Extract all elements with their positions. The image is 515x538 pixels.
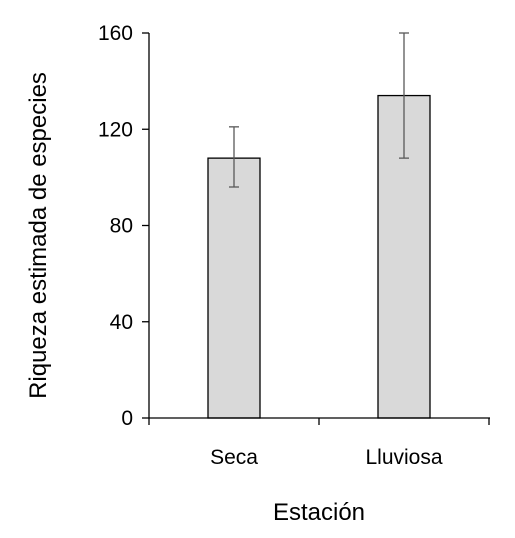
axes-group xyxy=(148,33,490,419)
x-category-label: Seca xyxy=(210,446,258,469)
y-tick-label: 120 xyxy=(98,118,133,141)
bar-seca xyxy=(207,157,261,419)
y-axis-title: Riqueza estimada de especies xyxy=(25,72,52,399)
x-axis-title: Estación xyxy=(273,499,365,526)
error-bar-seca xyxy=(229,126,239,188)
y-tick-label: 160 xyxy=(98,22,133,45)
y-tick-label: 40 xyxy=(110,311,133,334)
error-bar-lluviosa xyxy=(399,32,409,159)
bars-group xyxy=(207,94,431,419)
x-categories-group: Seca Lluviosa xyxy=(148,418,490,469)
y-ticks-group: 0 40 80 120 160 xyxy=(98,22,149,430)
x-category-label: Lluviosa xyxy=(365,446,442,469)
error-bars-group xyxy=(229,32,409,188)
y-tick-label: 0 xyxy=(121,407,133,430)
y-tick-label: 80 xyxy=(110,215,133,238)
